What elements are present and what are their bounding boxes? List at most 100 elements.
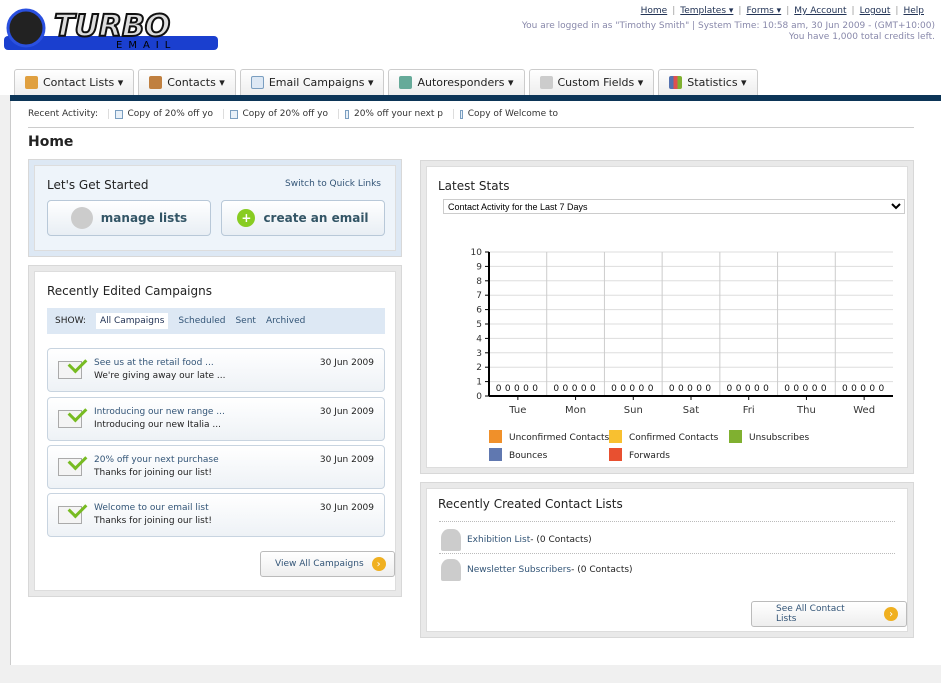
contact-list-icon [25, 76, 38, 89]
manage-lists-button[interactable]: manage lists [47, 200, 211, 236]
tab-autoresponders[interactable]: Autoresponders ▾ [388, 69, 525, 95]
campaign-item[interactable]: Introducing our new range ... Introducing… [47, 397, 385, 441]
create-email-button[interactable]: + create an email [221, 200, 385, 236]
campaign-item[interactable]: 20% off your next purchase Thanks for joi… [47, 445, 385, 489]
recent-item[interactable]: Copy of 20% off yo [108, 109, 213, 119]
filter-all-campaigns[interactable]: All Campaigns [95, 313, 169, 329]
recent-item-text: Copy of 20% off yo [127, 109, 214, 119]
legend-swatch [609, 448, 622, 461]
campaign-title[interactable]: Introducing our new range ... [94, 407, 225, 417]
data-label: 0 [611, 384, 617, 394]
campaign-title[interactable]: Welcome to our email list [94, 503, 209, 513]
view-all-campaigns-button[interactable]: View All Campaigns › [260, 551, 395, 577]
filter-scheduled[interactable]: Scheduled [178, 316, 226, 326]
see-all-contact-lists-button[interactable]: See All Contact Lists › [751, 601, 907, 627]
data-label: 0 [803, 384, 809, 394]
contact-list-link[interactable]: Exhibition List [467, 535, 531, 545]
contact-list-icon [441, 559, 461, 581]
recent-label: Recent Activity: [28, 109, 99, 119]
link-home[interactable]: Home [640, 6, 668, 16]
tab-custom-fields[interactable]: Custom Fields ▾ [528, 69, 655, 95]
legend-label: Confirmed Contacts [629, 433, 719, 443]
data-label: 0 [505, 384, 511, 394]
campaign-date: 30 Jun 2009 [319, 503, 374, 513]
y-tick-label: 3 [476, 349, 482, 359]
tab-statistics[interactable]: Statistics ▾ [658, 69, 758, 95]
show-label: SHOW: [55, 316, 86, 326]
link-help[interactable]: Help [903, 6, 924, 16]
recent-item[interactable]: 20% off your next p [338, 109, 443, 119]
data-label: 0 [523, 384, 529, 394]
logo[interactable]: TURBO EMAIL [4, 6, 220, 52]
data-label: 0 [860, 384, 866, 394]
x-tick-label: Sun [624, 405, 643, 416]
recent-item[interactable]: Copy of Welcome to [453, 109, 558, 119]
y-tick-label: 5 [476, 320, 482, 330]
filter-archived[interactable]: Archived [265, 316, 306, 326]
y-tick-label: 10 [471, 248, 483, 258]
page-title: Home [28, 134, 74, 150]
campaign-title[interactable]: 20% off your next purchase [94, 455, 219, 465]
data-label: 0 [763, 384, 769, 394]
envelope-icon [345, 109, 349, 119]
data-label: 0 [678, 384, 684, 394]
link-logout[interactable]: Logout [859, 6, 891, 16]
y-tick-label: 8 [476, 277, 482, 287]
legend-label: Unconfirmed Contacts [509, 433, 610, 443]
login-text: You are logged in as "Timothy Smith" | S… [521, 21, 935, 31]
contact-lists-panel: Recently Created Contact Lists Exhibitio… [420, 482, 914, 638]
switch-quick-links-link[interactable]: Switch to Quick Links [285, 179, 381, 189]
contact-list-link[interactable]: Newsletter Subscribers [467, 565, 572, 575]
data-label: 0 [745, 384, 751, 394]
campaign-subject: Thanks for joining our list! [94, 468, 213, 478]
legend-swatch [489, 430, 502, 443]
x-tick-label: Sat [683, 405, 699, 416]
svg-text:EMAIL: EMAIL [116, 40, 176, 51]
get-started-panel: Let's Get Started Switch to Quick Links … [28, 159, 402, 257]
stats-period-select[interactable]: Contact Activity for the Last 7 Days [443, 199, 905, 214]
email-edit-icon [58, 506, 82, 524]
data-label: 0 [532, 384, 538, 394]
campaign-date: 30 Jun 2009 [319, 358, 374, 368]
tab-contacts[interactable]: Contacts ▾ [138, 69, 236, 95]
legend-label: Unsubscribes [749, 433, 809, 443]
panel-title: Recently Edited Campaigns [47, 284, 212, 298]
custom-fields-icon [539, 76, 553, 89]
filter-sent[interactable]: Sent [235, 316, 256, 326]
tab-contact-lists[interactable]: Contact Lists ▾ [14, 69, 135, 95]
autoresponder-icon [399, 76, 413, 89]
data-label: 0 [784, 384, 790, 394]
link-forms[interactable]: Forms ▾ [746, 6, 782, 16]
data-label: 0 [590, 384, 596, 394]
data-label: 0 [821, 384, 827, 394]
contact-list-item: Exhibition List - (0 Contacts) [441, 529, 592, 551]
add-icon: + [237, 209, 256, 227]
latest-stats-panel: Latest Stats Contact Activity for the La… [420, 160, 914, 474]
tab-email-campaigns[interactable]: Email Campaigns ▾ [239, 69, 385, 95]
envelope-icon [250, 76, 264, 89]
button-label: create an email [263, 211, 369, 225]
contact-list-icon [70, 207, 93, 229]
data-label: 0 [851, 384, 857, 394]
recent-item[interactable]: Copy of 20% off yo [223, 109, 328, 119]
data-label: 0 [620, 384, 626, 394]
data-label: 0 [581, 384, 587, 394]
legend-label: Forwards [629, 451, 670, 461]
link-my-account[interactable]: My Account [794, 6, 847, 16]
contact-count: - (0 Contacts) [530, 535, 592, 545]
legend-swatch [489, 448, 502, 461]
campaign-title[interactable]: See us at the retail food ... [94, 358, 214, 368]
data-label: 0 [648, 384, 654, 394]
y-tick-label: 1 [476, 378, 482, 388]
data-label: 0 [736, 384, 742, 394]
campaign-item[interactable]: Welcome to our email list Thanks for join… [47, 493, 385, 537]
data-label: 0 [563, 384, 569, 394]
tab-label: Contacts ▾ [167, 76, 225, 89]
data-label: 0 [705, 384, 711, 394]
campaign-item[interactable]: See us at the retail food ... We're givin… [47, 348, 385, 392]
button-label: See All Contact Lists [776, 604, 845, 624]
x-tick-label: Tue [508, 405, 526, 416]
link-templates[interactable]: Templates ▾ [680, 6, 734, 16]
campaign-date: 30 Jun 2009 [319, 455, 374, 465]
legend-swatch [729, 430, 742, 443]
